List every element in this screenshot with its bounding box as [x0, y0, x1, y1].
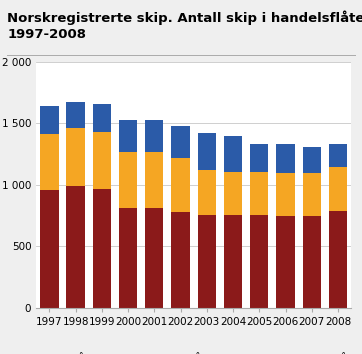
Bar	[198, 133, 216, 170]
Bar	[171, 126, 190, 158]
Bar	[40, 190, 59, 308]
Bar	[66, 102, 85, 129]
Bar	[66, 185, 85, 308]
Bar	[276, 144, 295, 173]
Bar	[40, 134, 59, 190]
Bar	[303, 173, 321, 216]
Bar	[145, 120, 164, 152]
Bar	[224, 172, 242, 215]
Bar	[250, 215, 269, 308]
Bar	[93, 189, 111, 308]
Bar	[171, 158, 190, 212]
Bar	[329, 211, 347, 308]
Bar	[303, 216, 321, 308]
Bar	[224, 136, 242, 172]
Bar	[303, 148, 321, 173]
Bar	[224, 215, 242, 308]
Bar	[198, 170, 216, 215]
Bar	[276, 173, 295, 216]
Bar	[119, 152, 137, 208]
Bar	[276, 216, 295, 308]
Bar	[93, 104, 111, 132]
Bar	[145, 152, 164, 208]
Legend: NOR-flåte, Norskeid-NIS flåte, Utenlandskeid-NIS flåte: NOR-flåte, Norskeid-NIS flåte, Utenlands…	[26, 350, 361, 354]
Bar	[171, 212, 190, 308]
Bar	[66, 129, 85, 185]
Bar	[93, 132, 111, 189]
Bar	[119, 208, 137, 308]
Bar	[198, 215, 216, 308]
Bar	[250, 172, 269, 215]
Text: Norskregistrerte skip. Antall skip i handelsflåten.
1997-2008: Norskregistrerte skip. Antall skip i han…	[7, 11, 362, 41]
Bar	[329, 144, 347, 166]
Bar	[329, 166, 347, 211]
Bar	[145, 208, 164, 308]
Bar	[119, 120, 137, 152]
Bar	[40, 106, 59, 134]
Bar	[250, 144, 269, 172]
